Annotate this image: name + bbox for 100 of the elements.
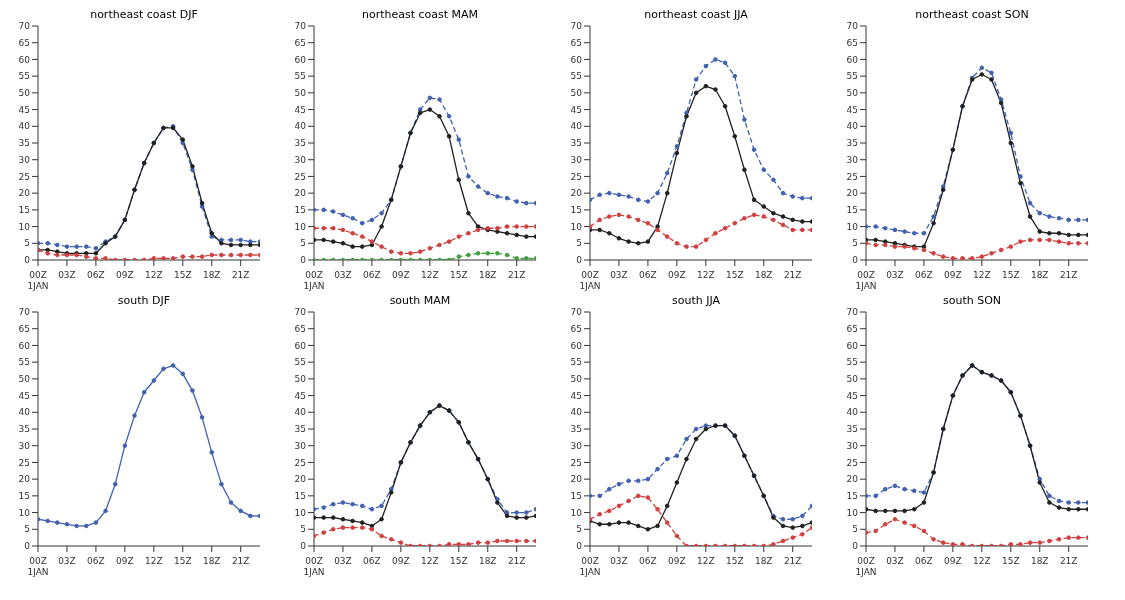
y-tick-label: 70 bbox=[294, 307, 307, 318]
y-tick-label: 25 bbox=[294, 171, 306, 182]
line-series bbox=[590, 57, 812, 204]
x-tick-label: 03Z bbox=[334, 556, 352, 566]
y-tick-label: 20 bbox=[294, 188, 307, 199]
y-tick-label: 65 bbox=[294, 37, 306, 48]
y-tick-label: 60 bbox=[294, 54, 307, 65]
y-tick-label: 55 bbox=[570, 357, 582, 368]
y-tick-label: 55 bbox=[18, 357, 30, 368]
x-tick-label: 00Z 1JAN bbox=[579, 556, 601, 577]
y-tick-label: 35 bbox=[18, 138, 30, 149]
y-tick-label: 30 bbox=[846, 440, 859, 451]
chart-title: south SON bbox=[941, 294, 1003, 308]
x-tick-label: 15Z bbox=[449, 556, 468, 566]
y-tick-label: 40 bbox=[294, 121, 307, 132]
x-tick-label: 00Z 1JAN bbox=[303, 270, 325, 291]
y-tick-label: 45 bbox=[18, 104, 30, 115]
x-tick-label: 18Z bbox=[478, 556, 497, 566]
y-tick-label: 55 bbox=[846, 357, 858, 368]
x-tick-label: 09Z bbox=[944, 556, 962, 566]
y-tick-label: 10 bbox=[846, 221, 859, 232]
x-tick-label: 21Z bbox=[1059, 270, 1078, 280]
x-tick-label: 00Z 1JAN bbox=[27, 556, 49, 577]
y-tick-label: 50 bbox=[570, 88, 583, 99]
y-tick-label: 10 bbox=[18, 507, 31, 518]
y-tick-label: 70 bbox=[846, 21, 859, 32]
x-tick-label: 06Z bbox=[915, 556, 933, 566]
y-tick-label: 55 bbox=[846, 71, 858, 82]
x-tick-label: 00Z 1JAN bbox=[27, 270, 49, 291]
y-tick-label: 15 bbox=[846, 491, 858, 502]
y-tick-label: 5 bbox=[576, 524, 582, 535]
x-tick-label: 00Z 1JAN bbox=[579, 270, 601, 291]
x-tick-label: 12Z bbox=[145, 270, 163, 280]
chart-title: northeast coast JJA bbox=[643, 8, 749, 22]
x-tick-label: 06Z bbox=[363, 556, 381, 566]
x-tick-label: 03Z bbox=[334, 270, 352, 280]
x-tick-label: 15Z bbox=[1001, 270, 1020, 280]
x-tick-label: 03Z bbox=[610, 270, 628, 280]
x-tick-label: 12Z bbox=[697, 270, 715, 280]
y-tick-label: 0 bbox=[24, 541, 31, 552]
x-tick-label: 12Z bbox=[973, 556, 991, 566]
x-tick-label: 09Z bbox=[668, 270, 686, 280]
y-tick-label: 35 bbox=[570, 424, 582, 435]
y-tick-label: 25 bbox=[18, 457, 30, 468]
y-tick-label: 50 bbox=[294, 374, 307, 385]
y-tick-label: 15 bbox=[18, 205, 30, 216]
y-tick-label: 30 bbox=[294, 440, 307, 451]
x-tick-label: 15Z bbox=[1001, 556, 1020, 566]
y-tick-label: 15 bbox=[846, 205, 858, 216]
y-tick-label: 70 bbox=[570, 21, 583, 32]
y-tick-label: 55 bbox=[570, 71, 582, 82]
y-tick-label: 5 bbox=[576, 238, 582, 249]
y-tick-label: 25 bbox=[18, 171, 30, 182]
y-tick-label: 65 bbox=[570, 323, 582, 334]
y-tick-label: 55 bbox=[294, 357, 306, 368]
y-tick-label: 40 bbox=[846, 407, 859, 418]
x-tick-label: 18Z bbox=[478, 270, 497, 280]
x-tick-label: 12Z bbox=[421, 556, 439, 566]
y-tick-label: 60 bbox=[846, 340, 859, 351]
y-tick-label: 40 bbox=[18, 407, 31, 418]
x-tick-label: 09Z bbox=[116, 556, 134, 566]
x-tick-label: 00Z 1JAN bbox=[855, 556, 877, 577]
y-tick-label: 65 bbox=[18, 323, 30, 334]
y-tick-label: 60 bbox=[18, 340, 31, 351]
y-tick-label: 0 bbox=[576, 541, 583, 552]
y-tick-label: 65 bbox=[846, 323, 858, 334]
x-tick-label: 21Z bbox=[231, 556, 250, 566]
x-tick-label: 00Z 1JAN bbox=[855, 270, 877, 291]
y-tick-label: 15 bbox=[294, 205, 306, 216]
x-tick-label: 21Z bbox=[507, 270, 526, 280]
y-tick-label: 35 bbox=[846, 138, 858, 149]
x-tick-label: 09Z bbox=[668, 556, 686, 566]
y-tick-label: 0 bbox=[852, 255, 859, 266]
chart-title: northeast coast MAM bbox=[360, 8, 480, 22]
y-tick-label: 10 bbox=[18, 221, 31, 232]
y-tick-label: 15 bbox=[570, 491, 582, 502]
x-tick-label: 06Z bbox=[639, 270, 657, 280]
y-tick-label: 70 bbox=[18, 307, 31, 318]
x-tick-label: 21Z bbox=[507, 556, 526, 566]
y-tick-label: 50 bbox=[846, 374, 859, 385]
y-tick-label: 10 bbox=[846, 507, 859, 518]
y-tick-label: 40 bbox=[294, 407, 307, 418]
y-tick-label: 45 bbox=[570, 104, 582, 115]
x-tick-label: 12Z bbox=[145, 556, 163, 566]
x-tick-label: 06Z bbox=[87, 556, 105, 566]
x-tick-label: 18Z bbox=[1030, 556, 1049, 566]
y-tick-label: 10 bbox=[570, 507, 583, 518]
y-tick-label: 45 bbox=[294, 104, 306, 115]
y-tick-label: 15 bbox=[18, 491, 30, 502]
y-tick-label: 40 bbox=[570, 121, 583, 132]
y-tick-label: 25 bbox=[846, 171, 858, 182]
y-tick-label: 0 bbox=[300, 541, 307, 552]
y-tick-label: 60 bbox=[294, 340, 307, 351]
y-tick-label: 0 bbox=[300, 255, 307, 266]
x-tick-label: 09Z bbox=[944, 270, 962, 280]
y-tick-label: 20 bbox=[570, 188, 583, 199]
y-tick-label: 45 bbox=[846, 390, 858, 401]
y-tick-label: 40 bbox=[570, 407, 583, 418]
y-tick-label: 15 bbox=[570, 205, 582, 216]
x-tick-label: 21Z bbox=[783, 270, 802, 280]
